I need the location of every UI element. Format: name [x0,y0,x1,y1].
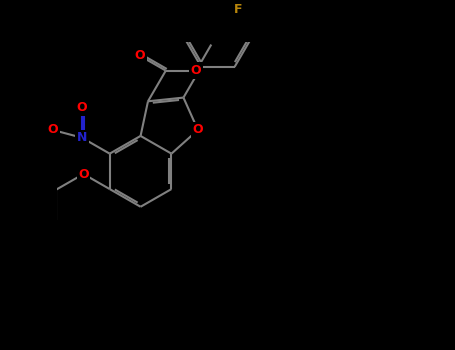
Text: F: F [234,3,243,16]
Text: N: N [77,131,87,144]
Text: O: O [192,124,203,136]
Text: O: O [47,124,58,136]
Text: O: O [134,49,145,62]
Text: O: O [76,101,87,114]
Text: O: O [191,64,202,77]
Text: O: O [78,168,89,181]
